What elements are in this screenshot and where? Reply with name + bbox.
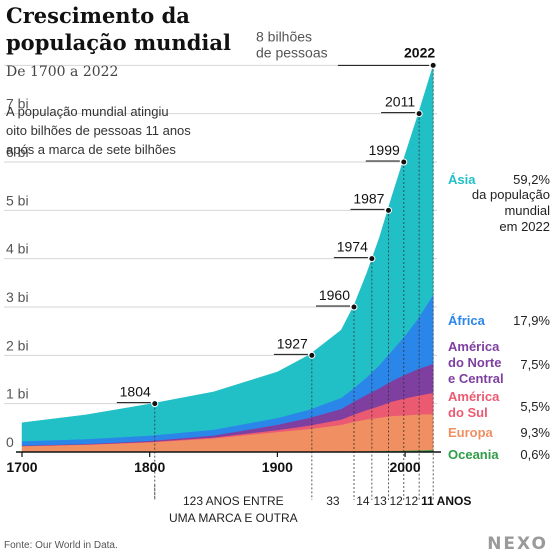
region-legend: Ásia 59,2%da população mundial em 2022 Áfric…	[448, 172, 550, 462]
milestone-label: 1960	[319, 287, 350, 303]
y-tick-label: 5 bi	[6, 192, 29, 208]
milestone-label: 1974	[337, 239, 368, 255]
legend-label-north-america: América do Norte e Central	[448, 339, 504, 386]
annotation-line-2: oito bilhões de pessoas 11 anos	[6, 123, 191, 138]
legend-share-south-america: 5,5%	[520, 399, 550, 414]
legend-share-africa: 17,9%	[513, 313, 550, 328]
legend-share-note-asia: da população mundial em 2022	[472, 187, 550, 234]
interval-label: 123 ANOS ENTRE	[183, 494, 284, 508]
interval-label: 11 ANOS	[421, 494, 471, 508]
interval-label: 33	[326, 494, 340, 508]
y-tick-label: 0	[6, 434, 14, 450]
milestone-label: 2011	[385, 94, 415, 110]
nexo-logo: NEXO	[487, 534, 548, 554]
legend-label-asia: Ásia	[448, 172, 476, 187]
y-tick-label: 4 bi	[6, 241, 29, 257]
x-tick-label: 1700	[6, 459, 37, 475]
x-tick-label: 1900	[262, 459, 293, 475]
milestone-dot	[151, 400, 159, 408]
milestone-dot	[368, 255, 376, 263]
y-tick-label: 1 bi	[6, 386, 29, 402]
interval-label: 12	[405, 494, 419, 508]
source-note: Fonte: Our World in Data.	[4, 540, 118, 551]
y-tick-label: 6 bi	[6, 144, 29, 160]
legend-share-asia: 59,2%	[513, 172, 550, 187]
y-tick-label: de pessoas	[256, 44, 328, 60]
y-tick-label: 2 bi	[6, 337, 29, 353]
interval-label: 13	[373, 494, 387, 508]
y-tick-label: 3 bi	[6, 289, 29, 305]
legend-share-north-america: 7,5%	[520, 357, 550, 372]
subtitle: De 1700 a 2022	[6, 64, 118, 80]
x-tick-label: 2000	[389, 459, 420, 475]
milestone-label: 1999	[369, 142, 400, 158]
milestone-dot	[429, 61, 437, 69]
y-tick-label: 8 bilhões	[256, 28, 312, 44]
gridlines	[4, 64, 437, 405]
milestone-dot	[308, 351, 316, 359]
legend-label-south-america: América do Sul	[448, 389, 500, 420]
milestone-dot	[415, 110, 423, 118]
milestone-label: 2022	[404, 44, 435, 60]
legend-label-europe: Europa	[448, 425, 494, 440]
milestone-dot	[350, 303, 358, 311]
milestone-dot	[384, 206, 392, 214]
legend-label-africa: África	[448, 313, 486, 328]
y-axis-ticks: 0 1 bi 2 bi 3 bi 4 bi 5 bi 6 bi 7 bi 8 bilhõesde…	[6, 28, 328, 450]
milestone-label: 1927	[277, 335, 308, 351]
legend-label-oceania: Oceania	[448, 447, 499, 462]
legend-share-europe: 9,3%	[520, 425, 550, 440]
milestone-label: 1804	[120, 384, 151, 400]
interval-label: 12	[389, 494, 403, 508]
title-line-2: população mundial	[6, 30, 231, 55]
annotation-line-1: A população mundial atingiu	[6, 104, 169, 119]
x-tick-label: 1800	[134, 459, 165, 475]
milestone-dot	[400, 158, 408, 166]
annotation-line-3: após a marca de sete bilhões	[6, 142, 176, 157]
milestone-label: 1987	[353, 190, 384, 206]
milestone-markers: 1804 1927 1960 1974 1987 1999 2011 2022	[116, 44, 437, 408]
x-axis: 1700 1800 1900 2000	[6, 451, 441, 475]
interval-label: UMA MARCA E OUTRA	[169, 511, 298, 525]
title-line-1: Crescimento da	[6, 3, 190, 28]
legend-share-oceania: 0,6%	[520, 447, 550, 462]
y-tick-label: 7 bi	[6, 96, 29, 112]
interval-label: 14	[356, 494, 370, 508]
